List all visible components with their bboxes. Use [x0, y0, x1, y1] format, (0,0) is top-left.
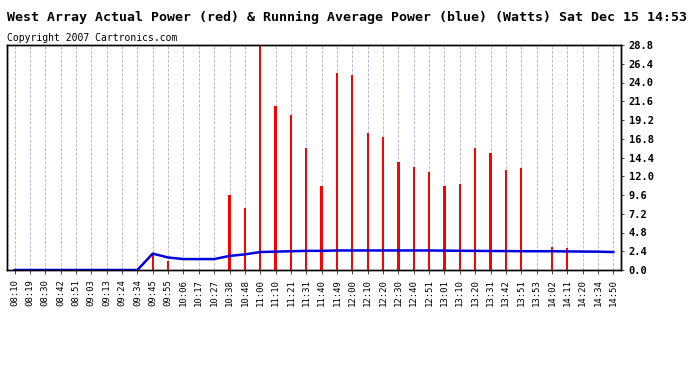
- Bar: [413, 167, 415, 270]
- Bar: [152, 254, 154, 270]
- Bar: [305, 148, 308, 270]
- Bar: [259, 45, 262, 270]
- Bar: [366, 133, 369, 270]
- Bar: [504, 170, 507, 270]
- Bar: [551, 247, 553, 270]
- Bar: [290, 116, 292, 270]
- Bar: [428, 172, 431, 270]
- Bar: [474, 148, 476, 270]
- Bar: [336, 73, 338, 270]
- Bar: [320, 186, 323, 270]
- Text: Copyright 2007 Cartronics.com: Copyright 2007 Cartronics.com: [7, 33, 177, 43]
- Text: West Array Actual Power (red) & Running Average Power (blue) (Watts) Sat Dec 15 : West Array Actual Power (red) & Running …: [7, 11, 687, 24]
- Bar: [397, 162, 400, 270]
- Bar: [489, 153, 492, 270]
- Bar: [566, 248, 569, 270]
- Bar: [244, 207, 246, 270]
- Bar: [382, 137, 384, 270]
- Bar: [275, 106, 277, 270]
- Bar: [459, 184, 461, 270]
- Bar: [351, 75, 353, 270]
- Bar: [443, 186, 446, 270]
- Bar: [228, 195, 230, 270]
- Bar: [520, 168, 522, 270]
- Bar: [167, 261, 169, 270]
